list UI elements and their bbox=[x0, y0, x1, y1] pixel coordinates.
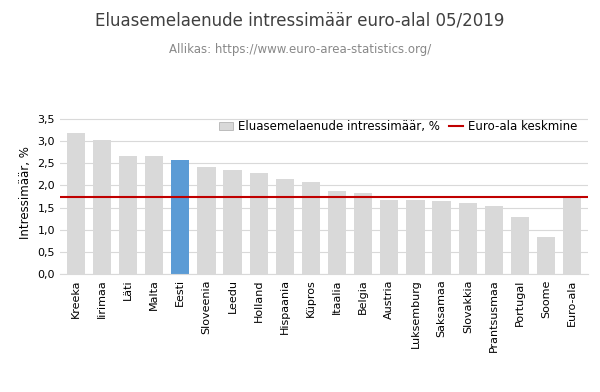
Bar bbox=[92, 140, 111, 274]
Bar bbox=[250, 173, 268, 274]
Bar bbox=[563, 198, 581, 274]
Bar bbox=[223, 170, 242, 274]
Bar bbox=[537, 237, 556, 274]
Bar bbox=[380, 200, 398, 274]
Text: Allikas: https://www.euro-area-statistics.org/: Allikas: https://www.euro-area-statistic… bbox=[169, 43, 431, 56]
Bar bbox=[433, 201, 451, 274]
Bar bbox=[485, 206, 503, 274]
Bar bbox=[171, 160, 190, 274]
Bar bbox=[511, 216, 529, 274]
Legend: Eluasemelaenude intressimäär, %, Euro-ala keskmine: Eluasemelaenude intressimäär, %, Euro-al… bbox=[214, 116, 582, 138]
Bar bbox=[145, 156, 163, 274]
Bar bbox=[328, 191, 346, 274]
Y-axis label: Intressimäär, %: Intressimäär, % bbox=[19, 146, 32, 238]
Bar bbox=[119, 156, 137, 274]
Bar bbox=[197, 167, 215, 274]
Bar bbox=[354, 193, 373, 274]
Text: Eluasemelaenude intressimäär euro-alal 05/2019: Eluasemelaenude intressimäär euro-alal 0… bbox=[95, 12, 505, 30]
Bar bbox=[302, 182, 320, 274]
Bar bbox=[275, 179, 294, 274]
Bar bbox=[67, 133, 85, 274]
Bar bbox=[458, 203, 477, 274]
Bar bbox=[406, 200, 425, 274]
